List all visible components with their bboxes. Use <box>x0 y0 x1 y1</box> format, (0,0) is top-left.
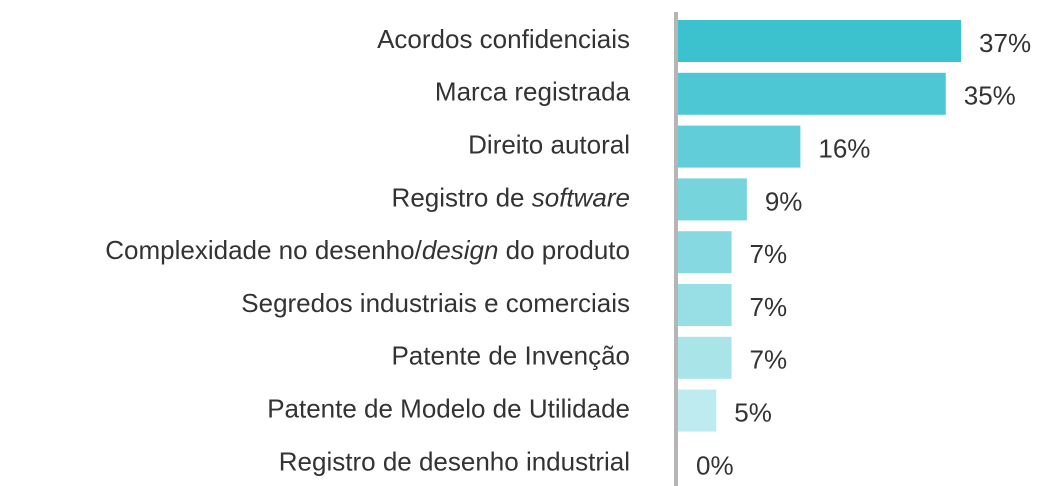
bar <box>678 336 732 379</box>
value-label: 7% <box>750 292 788 322</box>
value-label: 7% <box>750 345 788 375</box>
bar <box>678 389 717 432</box>
bar <box>678 284 732 326</box>
value-label: 5% <box>734 397 772 427</box>
value-label: 7% <box>750 239 788 269</box>
bar <box>678 231 732 274</box>
category-label: Acordos confidenciais <box>377 24 630 54</box>
category-label: Registro de software <box>392 182 630 212</box>
category-label: Patente de Invenção <box>391 341 630 371</box>
category-label: Direito autoral <box>468 129 630 159</box>
value-label: 37% <box>979 28 1031 58</box>
category-label: Segredos industriais e comerciais <box>241 288 630 318</box>
category-label: Registro de desenho industrial <box>279 446 630 476</box>
bar <box>678 125 801 168</box>
value-label: 0% <box>696 450 734 480</box>
bar <box>678 72 946 115</box>
bar <box>678 178 747 221</box>
category-label: Complexidade no desenho/design do produt… <box>105 235 630 265</box>
bar <box>678 20 962 62</box>
value-label: 35% <box>964 81 1016 111</box>
category-label: Marca registrada <box>435 77 631 107</box>
value-label: 16% <box>818 133 870 163</box>
category-label: Patente de Modelo de Utilidade <box>267 393 630 423</box>
value-label: 9% <box>765 186 803 216</box>
